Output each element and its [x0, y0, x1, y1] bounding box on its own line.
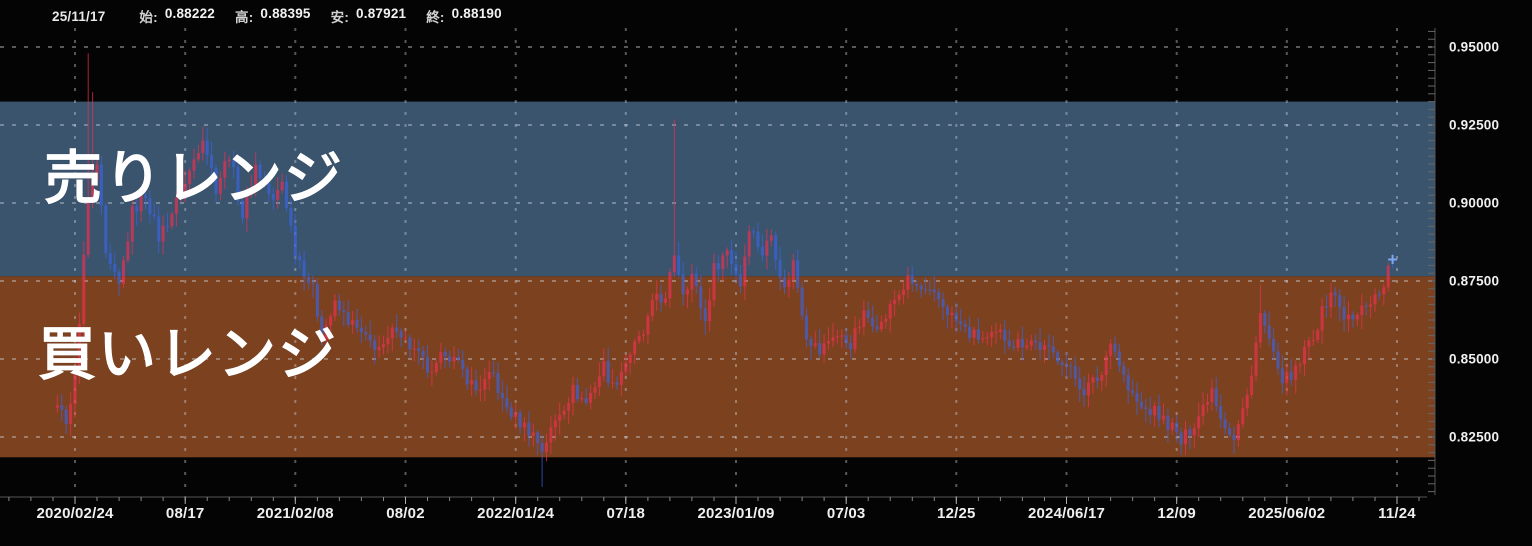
ohlc-field: 終: 0.88190 — [426, 6, 502, 26]
date-tick-label: 2022/01/24 — [477, 505, 555, 522]
ohlc-field-value: 0.88395 — [260, 6, 311, 21]
candles — [55, 53, 1395, 487]
date-tick-label: 2021/02/08 — [256, 505, 334, 522]
ohlc-field: 安: 0.87921 — [331, 6, 407, 26]
ohlc-field: 高: 0.88395 — [235, 6, 311, 26]
date-tick-label: 2023/01/09 — [697, 505, 775, 522]
date-tick-label: 12/25 — [937, 505, 976, 522]
ohlc-field-label: 終: — [426, 10, 445, 25]
date-tick-label: 07/03 — [826, 505, 866, 522]
date-tick-label: 07/18 — [606, 505, 646, 522]
price-tick-label: 0.90000 — [1449, 195, 1500, 211]
ohlc-field: 始: 0.88222 — [139, 6, 215, 26]
price-tick-label: 0.92500 — [1449, 117, 1500, 133]
ohlc-field-label: 始: — [139, 10, 158, 25]
ohlc-field-value: 0.88190 — [451, 6, 502, 21]
date-tick-label: 08/17 — [165, 505, 205, 522]
axes — [0, 28, 1436, 504]
ohlc-fields: 始: 0.88222 高: 0.88395 安: 0.87921 終: 0.88190 — [139, 6, 521, 26]
price-tick-label: 0.82500 — [1449, 429, 1500, 445]
ohlc-field-value: 0.87921 — [356, 6, 407, 21]
ohlc-field-value: 0.88222 — [164, 6, 216, 21]
date-tick-label: 12/09 — [1157, 505, 1196, 522]
price-tick-label: 0.87500 — [1449, 273, 1500, 289]
buy-range-label: 買いレンジ — [38, 322, 339, 387]
last-price-marker — [1388, 255, 1398, 264]
ohlc-info-bar: 25/11/17 始: 0.88222 高: 0.88395 安: 0.87921 終: 0.… — [52, 6, 522, 26]
date-tick-label: 08/02 — [386, 505, 425, 522]
date-tick-label: 11/24 — [1378, 505, 1416, 522]
price-tick-label: 0.85000 — [1449, 351, 1500, 367]
ohlc-field-label: 安: — [330, 10, 350, 25]
buy-range-zone — [0, 276, 1435, 458]
candle-date: 25/11/17 — [52, 8, 106, 24]
price-tick-label: 0.95000 — [1449, 39, 1500, 55]
range-zones — [0, 101, 1435, 458]
date-tick-label: 2025/06/02 — [1248, 505, 1326, 522]
sell-range-label: 売りレンジ — [44, 146, 345, 211]
ohlc-field-label: 高: — [235, 10, 254, 25]
date-tick-label: 2020/02/24 — [36, 505, 114, 522]
date-tick-label: 2024/06/17 — [1027, 505, 1106, 522]
